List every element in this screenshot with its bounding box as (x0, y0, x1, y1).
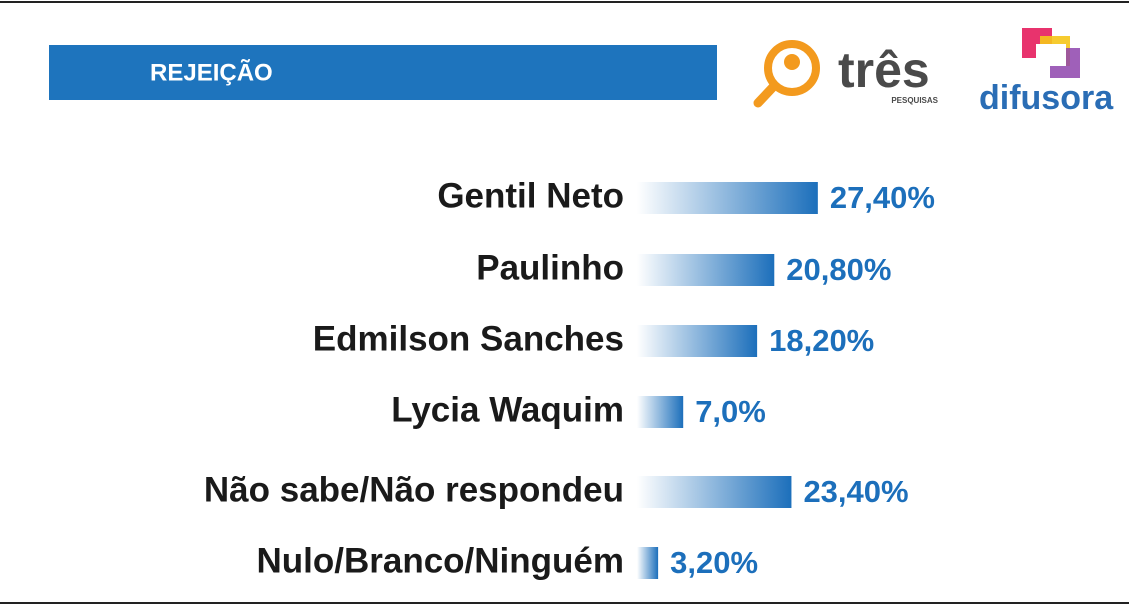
bar (637, 254, 775, 286)
logo-icon (1036, 44, 1066, 66)
value-label: 27,40% (830, 180, 935, 215)
logo-text: difusora (979, 79, 1114, 117)
title-banner (49, 45, 717, 100)
category-label: Lycia Waquim (391, 390, 624, 429)
category-label: Paulinho (476, 248, 624, 287)
logo-icon (764, 40, 820, 96)
bar (637, 396, 684, 428)
value-label: 23,40% (803, 474, 908, 509)
logo-text: três (838, 42, 930, 98)
bar (637, 182, 818, 214)
value-label: 3,20% (670, 545, 758, 580)
category-label: Gentil Neto (437, 176, 624, 215)
value-label: 7,0% (695, 394, 766, 429)
logo-icon (753, 81, 779, 108)
bar (637, 325, 758, 357)
category-label: Nulo/Branco/Ninguém (256, 541, 624, 580)
value-label: 20,80% (786, 252, 891, 287)
difusora-logo: difusora (979, 28, 1114, 117)
logo-subtext: PESQUISAS (891, 96, 938, 105)
bar (637, 476, 792, 508)
category-label: Edmilson Sanches (313, 319, 624, 358)
tres-logo: três PESQUISAS (753, 40, 939, 108)
chart-title: REJEIÇÃO (150, 58, 273, 86)
logo-icon (784, 54, 800, 70)
bar (637, 547, 659, 579)
category-label: Não sabe/Não respondeu (204, 470, 624, 509)
value-label: 18,20% (769, 323, 874, 358)
